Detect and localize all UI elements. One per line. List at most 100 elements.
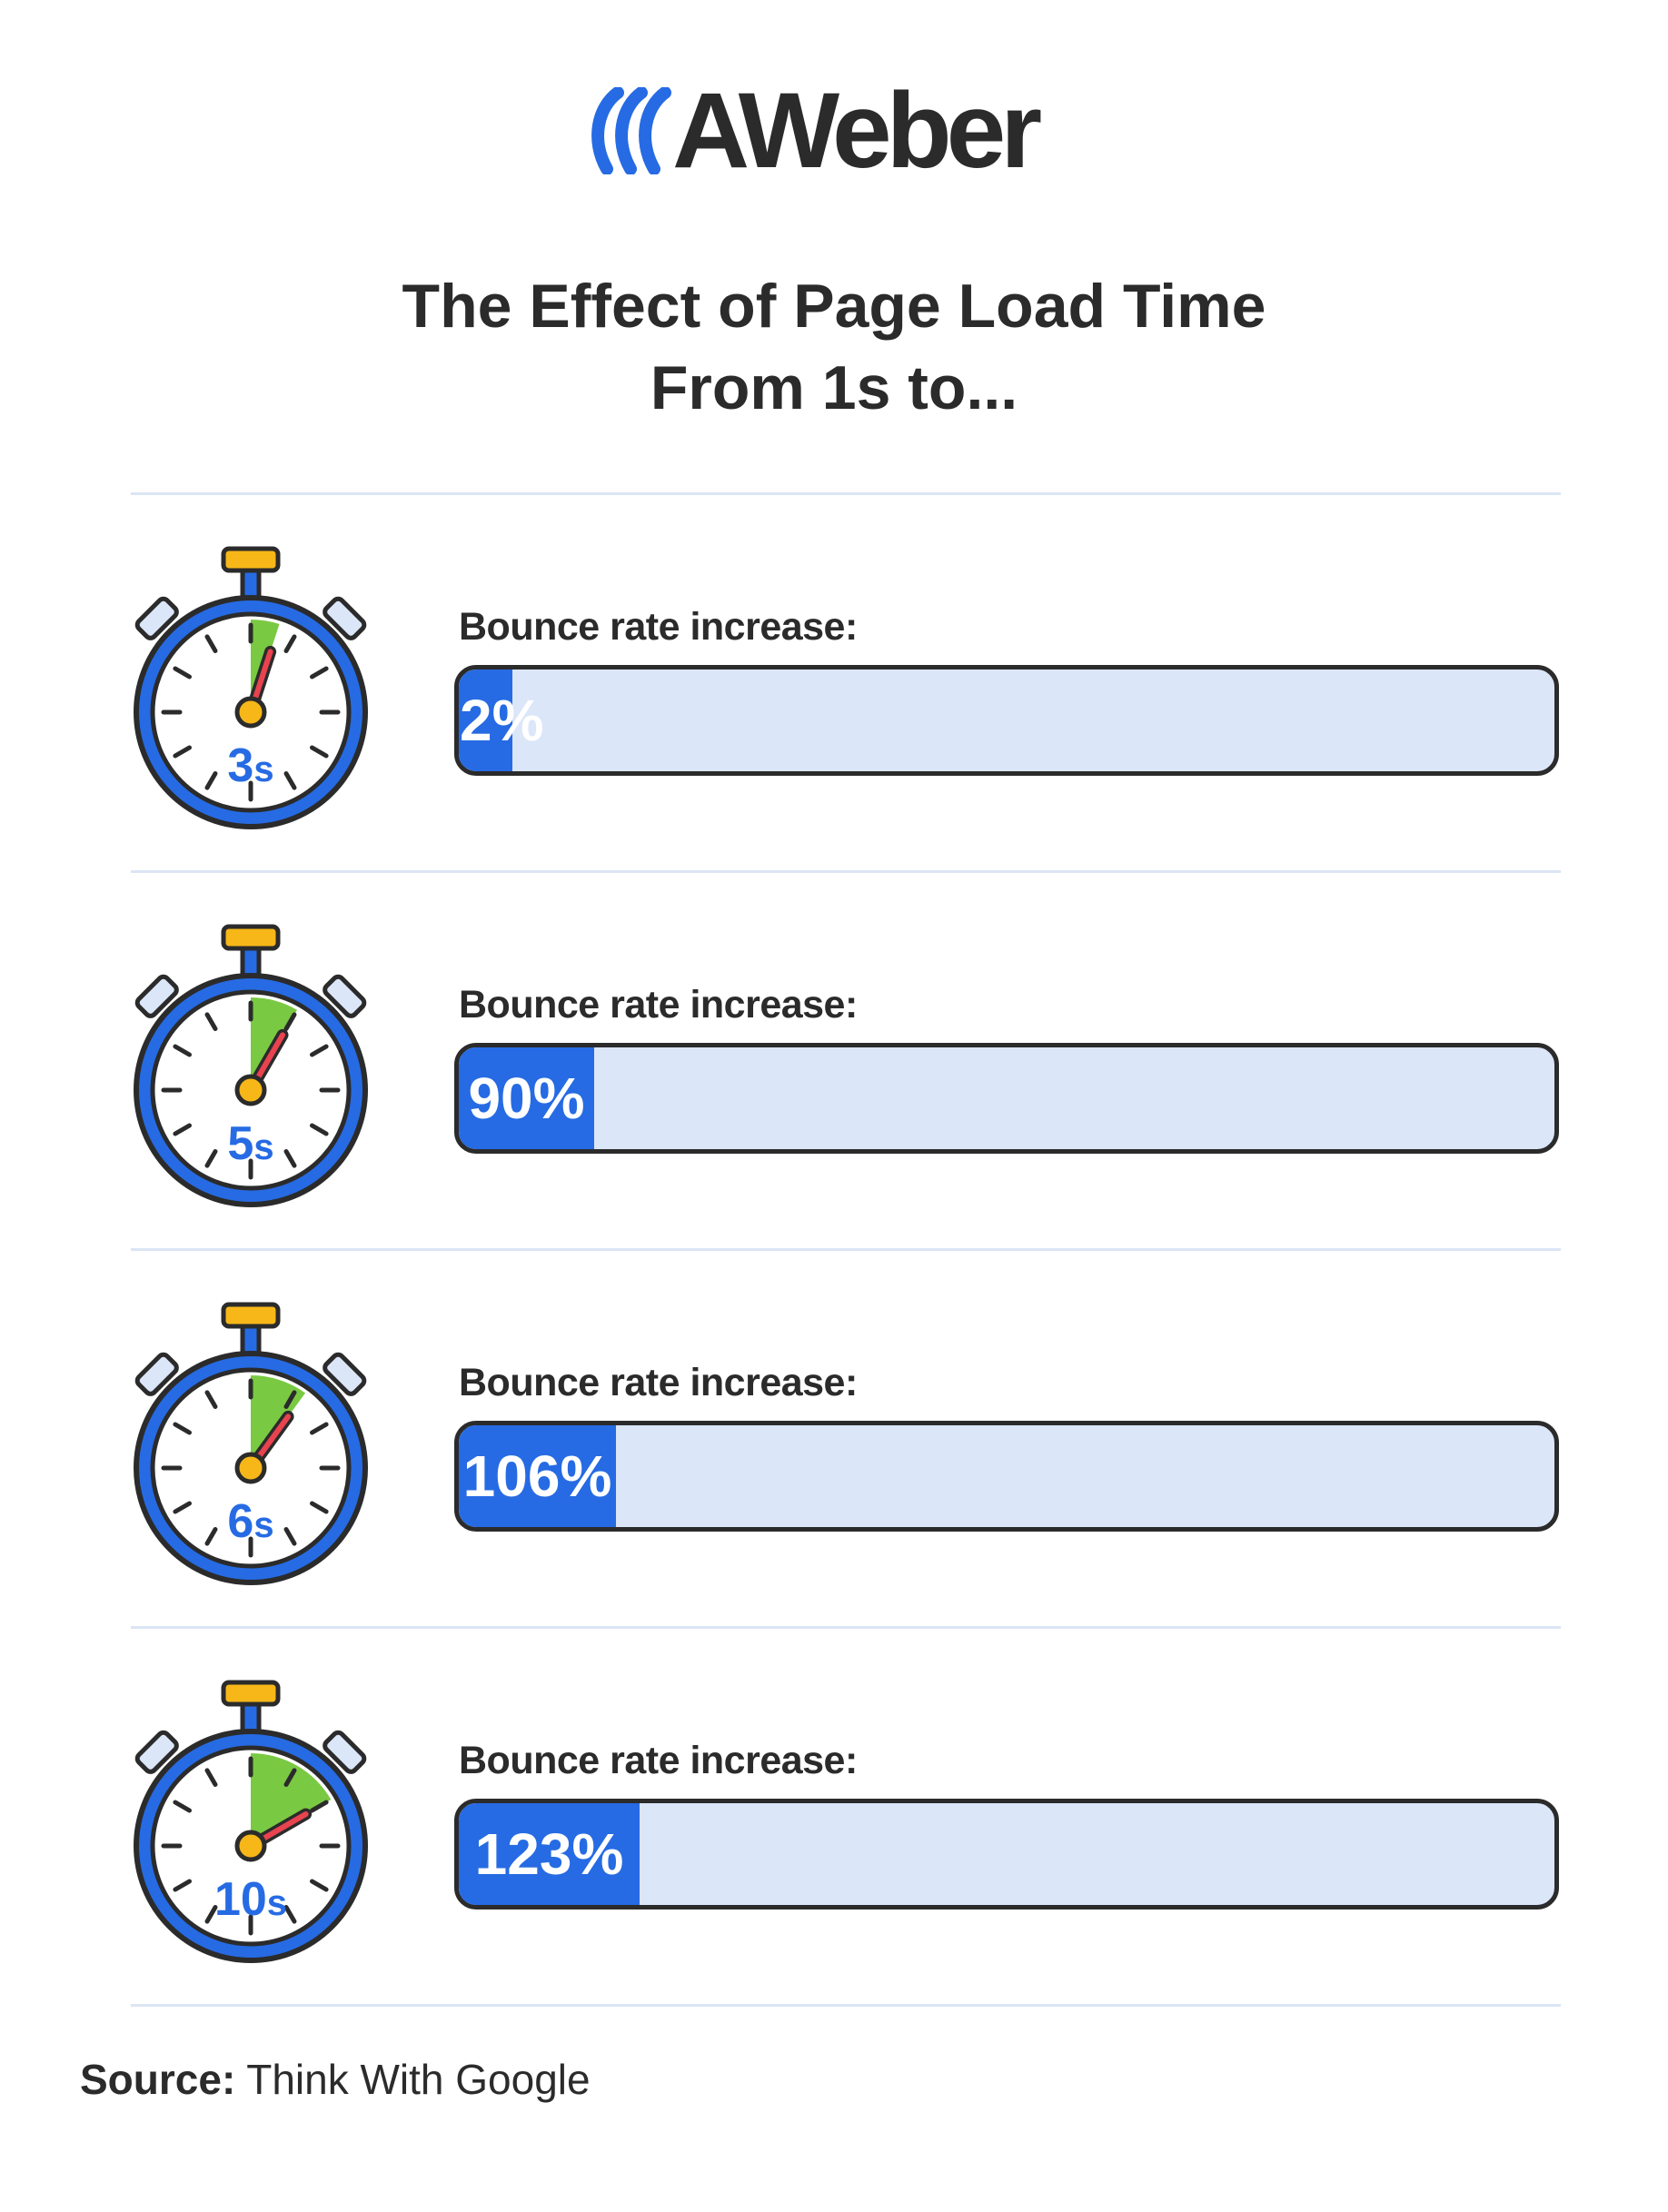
- bar-label: Bounce rate increase:: [459, 1739, 858, 1782]
- chart-title: The Effect of Page Load Time From 1s to.…: [0, 265, 1668, 429]
- title-line-2: From 1s to...: [650, 353, 1018, 422]
- time-unit: s: [267, 1883, 287, 1923]
- logo-wordmark: AWeber: [672, 71, 1042, 191]
- dial-tick: [283, 1527, 297, 1546]
- row-divider: [131, 870, 1561, 873]
- dial-tick: [173, 1879, 192, 1892]
- dial-tick: [204, 1390, 218, 1409]
- dial-tick: [204, 1768, 218, 1787]
- time-label: 3s: [227, 739, 273, 792]
- stopwatch-icon: 3s: [134, 546, 368, 829]
- time-label: 6s: [227, 1495, 273, 1548]
- dial-tick: [310, 1422, 329, 1435]
- stopwatch-left-button-cap: [134, 596, 179, 640]
- stopwatch-crown: [221, 1302, 281, 1329]
- stopwatch-pivot: [234, 696, 267, 729]
- dial-tick: [173, 1044, 192, 1057]
- stopwatch-right-button: [323, 1352, 367, 1396]
- bar-track: 123%: [454, 1799, 1559, 1909]
- dial-tick: [173, 745, 192, 759]
- bar-value-label: 106%: [462, 1443, 612, 1509]
- dial-tick: [173, 666, 192, 679]
- dial-tick: [283, 634, 297, 653]
- stopwatch-left-button-cap: [134, 974, 179, 1018]
- stopwatch-left-button: [134, 1730, 179, 1774]
- dial-tick: [310, 1501, 329, 1514]
- stopwatch-left-button: [134, 596, 179, 640]
- bar-label: Bounce rate increase:: [459, 983, 858, 1027]
- bar-track: 106%: [454, 1421, 1559, 1532]
- title-line-1: The Effect of Page Load Time: [402, 272, 1266, 341]
- chart-row: 6s Bounce rate increase: 106%: [0, 1286, 1668, 1586]
- source-label: Source:: [80, 2056, 236, 2103]
- source-text: Think With Google: [246, 2056, 591, 2103]
- row-divider: [131, 2004, 1561, 2007]
- time-value: 6: [227, 1495, 253, 1548]
- row-divider: [131, 1248, 1561, 1251]
- stopwatch-crown: [221, 546, 281, 573]
- stopwatch-left-button-cap: [134, 1352, 179, 1396]
- dial-tick: [173, 1501, 192, 1514]
- dial-tick: [173, 1800, 192, 1813]
- stopwatch-right-button-cap: [323, 596, 367, 640]
- aweber-logo: AWeber: [581, 76, 1090, 185]
- bar-value-label: 90%: [468, 1066, 585, 1131]
- time-value: 5: [227, 1117, 253, 1170]
- stopwatch-icon: 10s: [134, 1680, 368, 1963]
- bar-6s: [459, 1425, 616, 1527]
- bar-5s: [459, 1047, 594, 1149]
- bar-3s: [459, 670, 512, 771]
- dial-tick: [283, 1149, 297, 1168]
- dial-tick: [173, 1123, 192, 1136]
- stopwatch-right-button-cap: [323, 1352, 367, 1396]
- time-unit: s: [253, 749, 273, 789]
- aweber-logo-icon: [591, 87, 671, 174]
- stopwatch-icon: 5s: [134, 924, 368, 1207]
- stopwatch-right-button: [323, 1730, 367, 1774]
- dial-tick: [310, 1879, 329, 1892]
- dial-tick: [310, 666, 329, 679]
- dial-tick: [173, 1422, 192, 1435]
- time-unit: s: [253, 1505, 273, 1545]
- stopwatch-pivot: [234, 1830, 267, 1862]
- stopwatch-right-button: [323, 596, 367, 640]
- dial-tick: [283, 1012, 297, 1031]
- stopwatch-right-button-cap: [323, 974, 367, 1018]
- dial-tick: [310, 745, 329, 759]
- stopwatch-pivot: [234, 1452, 267, 1484]
- dial-tick: [283, 771, 297, 790]
- dial-tick: [283, 1390, 297, 1409]
- dial-tick: [310, 1800, 329, 1813]
- bar-value-label: 123%: [474, 1821, 624, 1887]
- source-note: Source: Think With Google: [80, 2055, 591, 2104]
- stopwatch-left-button: [134, 974, 179, 1018]
- stopwatch-icon: 6s: [134, 1302, 368, 1585]
- dial-tick: [204, 1012, 218, 1031]
- bar-value-label: 32%: [459, 688, 544, 753]
- stopwatch-right-button: [323, 974, 367, 1018]
- stopwatch-left-button: [134, 1352, 179, 1396]
- stopwatch-crown: [221, 924, 281, 951]
- row-divider: [131, 492, 1561, 495]
- dial-tick: [204, 1149, 218, 1168]
- elapsed-wedge: [251, 1753, 332, 1846]
- dial-tick: [310, 1044, 329, 1057]
- time-label: 10s: [214, 1873, 287, 1926]
- dial-tick: [204, 1527, 218, 1546]
- dial-tick: [204, 634, 218, 653]
- time-value: 10: [214, 1873, 267, 1926]
- stopwatch-pivot: [234, 1074, 267, 1106]
- bar-track: 32%: [454, 665, 1559, 776]
- dial-tick: [310, 1123, 329, 1136]
- bar-track: 90%: [454, 1043, 1559, 1154]
- time-label: 5s: [227, 1117, 273, 1170]
- bar-label: Bounce rate increase:: [459, 1361, 858, 1404]
- dial-tick: [283, 1768, 297, 1787]
- time-unit: s: [253, 1127, 273, 1167]
- chart-row: 10s Bounce rate increase: 123%: [0, 1664, 1668, 1964]
- chart-row: 3s Bounce rate increase: 32%: [0, 531, 1668, 830]
- stopwatch-crown: [221, 1680, 281, 1707]
- stopwatch-right-button-cap: [323, 1730, 367, 1774]
- dial-tick: [283, 1905, 297, 1924]
- time-value: 3: [227, 739, 253, 792]
